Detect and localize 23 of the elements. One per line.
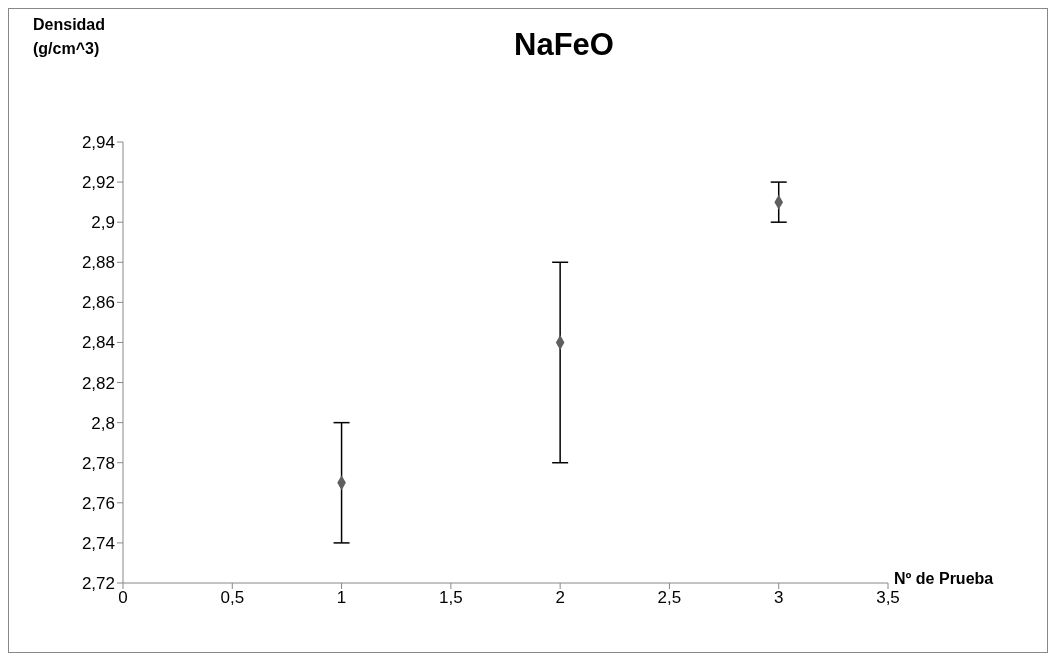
x-tick-label: 2 — [555, 588, 565, 608]
y-tick-label: 2,84 — [81, 333, 115, 353]
y-tick-label: 2,74 — [81, 533, 115, 553]
y-tick-label: 2,86 — [81, 293, 115, 313]
y-tick-label: 2,88 — [81, 253, 115, 273]
y-tick-label: 2,9 — [91, 213, 115, 233]
y-tick-label: 2,76 — [81, 493, 115, 513]
y-tick-label: 2,82 — [81, 373, 115, 393]
y-tick-label: 2,72 — [81, 574, 115, 594]
x-tick-label: 3,5 — [876, 588, 900, 608]
y-tick-label: 2,94 — [81, 133, 115, 153]
y-tick-label: 2,8 — [91, 413, 115, 433]
x-axis-title: Nº de Prueba — [894, 570, 994, 588]
x-tick-label: 0 — [118, 588, 128, 608]
y-tick-label: 2,92 — [81, 173, 115, 193]
y-tick-label: 2,78 — [81, 453, 115, 473]
x-tick-label: 0,5 — [220, 588, 245, 608]
x-tick-label: 2,5 — [657, 588, 682, 608]
x-tick-label: 1,5 — [439, 588, 463, 608]
x-tick-label: 1 — [336, 588, 347, 608]
chart-title: NaFeO — [514, 27, 614, 62]
x-tick-label: 3 — [773, 588, 784, 608]
y-axis-title: Densidad (g/cm^3) — [33, 15, 106, 59]
